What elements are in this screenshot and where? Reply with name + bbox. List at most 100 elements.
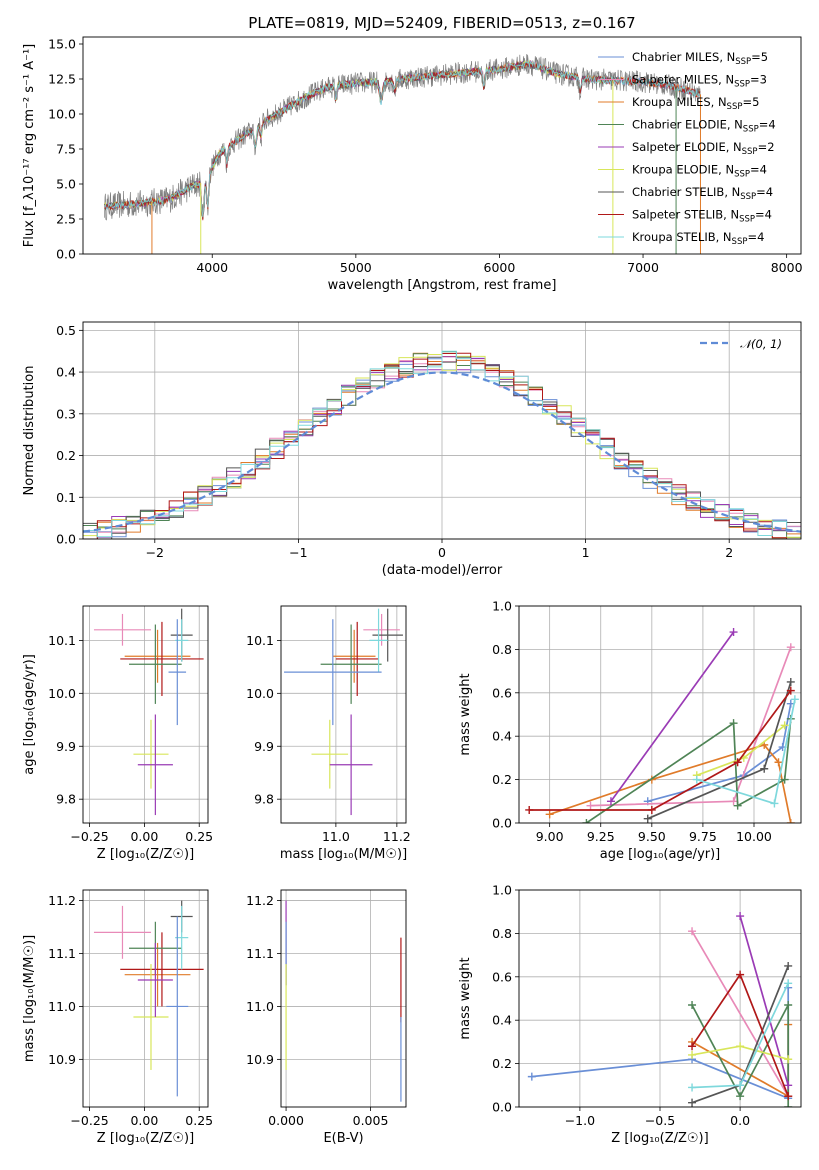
- legend-entry: Chabrier MILES, NSSP=5: [632, 50, 768, 67]
- x-tick-label: 2: [725, 545, 733, 560]
- y-tick-label: 10.1: [48, 633, 76, 648]
- x-axis-label: wavelength [Angstrom, rest frame]: [328, 278, 557, 293]
- weight-point: [643, 814, 652, 823]
- weight-point: [736, 970, 745, 979]
- x-tick-label: 9.25: [587, 829, 615, 844]
- x-tick-label: 0.25: [185, 829, 213, 844]
- plot-area: [93, 608, 204, 816]
- errorbar-8: [137, 714, 173, 816]
- weight-point: [525, 805, 534, 814]
- panel-spectrum: 4000 5000 6000 7000 8000 0.0 2.5 5.0 7.5 10.0 12.5…: [22, 37, 803, 294]
- plot-area: [285, 900, 402, 1102]
- errorbar-1: [124, 942, 191, 1007]
- y-tick-label: 0.0: [492, 1100, 512, 1115]
- x-tick-label: 6000: [484, 260, 516, 275]
- errorbar-6: [166, 916, 189, 1097]
- legend-entry-tail: =3: [750, 73, 767, 87]
- x-axis-label: Z [log₁₀(Z/Z☉)]: [97, 847, 194, 862]
- weight-point: [733, 758, 742, 767]
- x-tick-label: 11.0: [322, 829, 350, 844]
- weight-point: [688, 927, 697, 936]
- y-tick-label: 11.1: [48, 946, 76, 961]
- weight-series-7: [529, 690, 792, 811]
- x-tick-label: 0.0: [730, 1113, 750, 1128]
- y-tick-label: 11.2: [246, 893, 274, 908]
- weight-point: [784, 1001, 793, 1010]
- legend-entry-main: Kroupa MILES, N: [632, 95, 727, 109]
- weight-point: [736, 1081, 745, 1090]
- legend-entry-main: Salpeter ELODIE, N: [632, 140, 742, 154]
- x-tick-label: 5000: [340, 260, 372, 275]
- y-axis-label: mass weight: [458, 673, 473, 755]
- y-tick-label: 0.8: [492, 642, 512, 657]
- weight-point: [784, 1092, 793, 1101]
- panel-age-vs-mass: 11.0 11.2 9.8 9.9 10.0 10.1 mass [log₁₀(M/M☉)]: [246, 605, 411, 862]
- weight-point: [774, 758, 783, 767]
- x-axis-label: Z [log₁₀(Z/Z☉)]: [97, 1131, 194, 1146]
- errorbar-5: [369, 608, 388, 673]
- legend-entry-sub: SSP: [735, 57, 751, 67]
- x-tick-label: 10.00: [736, 829, 772, 844]
- errorbar-2: [335, 621, 379, 696]
- y-tick-label: 10.0: [48, 107, 76, 122]
- y-tick-label: 0.8: [492, 926, 512, 941]
- legend-entry-tail: =4: [756, 185, 773, 199]
- y-tick-label: 2.5: [56, 212, 76, 227]
- errorbar-7: [133, 964, 169, 1070]
- y-tick-label: 0.2: [492, 772, 512, 787]
- y-axis-label: age [log₁₀(age/yr)]: [22, 654, 37, 775]
- weight-point: [786, 819, 795, 823]
- chart-title: PLATE=0819, MJD=52409, FIBERID=0513, z=0…: [248, 14, 635, 32]
- histogram-8: [83, 350, 801, 538]
- legend-entry-tail: =4: [750, 163, 767, 177]
- panel-mass-weight-vs-Z: −1.0 −0.5 0.0 0.0 0.2 0.4 0.6 0.8 1.0 Z [log₁₀(Z/…: [458, 883, 802, 1146]
- panel-age-vs-Z: −0.25 0.00 0.25 9.8 9.9 10.0 10.1 Z [log₁₀(Z/Z☉…: [22, 605, 213, 862]
- legend-entry-main: Kroupa ELODIE, N: [632, 163, 734, 177]
- errorbar-1: [124, 629, 191, 683]
- legend-entry-sub: SSP: [742, 147, 758, 157]
- legend-entry: Salpeter ELODIE, NSSP=2: [632, 140, 775, 157]
- x-tick-label: −1.0: [565, 1113, 595, 1128]
- errorbar-0: [93, 905, 151, 959]
- legend-entry-main: Chabrier STELIB, N: [632, 185, 740, 199]
- x-tick-label: 4000: [196, 260, 228, 275]
- errorbar-2: [120, 621, 204, 696]
- y-tick-label: 9.9: [56, 739, 76, 754]
- x-tick-label: 9.75: [689, 829, 717, 844]
- legend-entry-sub: SSP: [739, 215, 755, 225]
- y-tick-label: 10.0: [246, 686, 274, 701]
- weight-point: [736, 1092, 745, 1101]
- weight-point: [688, 1042, 697, 1051]
- legend-entry: 𝒩(0, 1): [740, 337, 782, 351]
- legend-entry: Kroupa MILES, NSSP=5: [632, 95, 759, 112]
- plot-area: [104, 54, 701, 254]
- y-axis-label: mass weight: [458, 957, 473, 1039]
- y-tick-label: 10.1: [246, 633, 274, 648]
- y-tick-label: 7.5: [56, 142, 76, 157]
- x-tick-label: 1: [582, 545, 590, 560]
- weight-point: [786, 643, 795, 652]
- plot-area: [83, 350, 801, 539]
- legend-entry: Chabrier ELODIE, NSSP=4: [632, 118, 776, 135]
- legend-entry-sub: SSP: [732, 237, 748, 247]
- errorbar-8: [137, 942, 173, 1018]
- y-axis-label: Flux [f_λ10⁻¹⁷ erg cm⁻² s⁻¹ A⁻¹]: [22, 44, 37, 248]
- weight-point: [733, 801, 742, 810]
- weight-point: [729, 628, 738, 637]
- x-tick-label: 0.000: [268, 1113, 304, 1128]
- panel-mass-vs-Z: −0.25 0.00 0.25 10.9 11.0 11.1 11.2 Z [log₁₀(Z/…: [22, 889, 213, 1146]
- legend: Chabrier MILES, NSSP=5 Salpeter MILES, NS…: [598, 50, 776, 247]
- y-tick-label: 11.1: [246, 946, 274, 961]
- weight-point: [688, 1001, 697, 1010]
- legend-entry: Salpeter MILES, NSSP=3: [632, 73, 767, 90]
- weight-point: [784, 979, 793, 988]
- y-tick-label: 0.0: [492, 816, 512, 831]
- axes-frame: [82, 889, 209, 1108]
- y-tick-label: 0.1: [56, 490, 76, 505]
- weight-series-4: [610, 631, 735, 802]
- y-tick-label: 5.0: [56, 177, 76, 192]
- weight-point: [688, 1083, 697, 1092]
- weight-point: [790, 695, 799, 704]
- weight-point: [545, 810, 554, 819]
